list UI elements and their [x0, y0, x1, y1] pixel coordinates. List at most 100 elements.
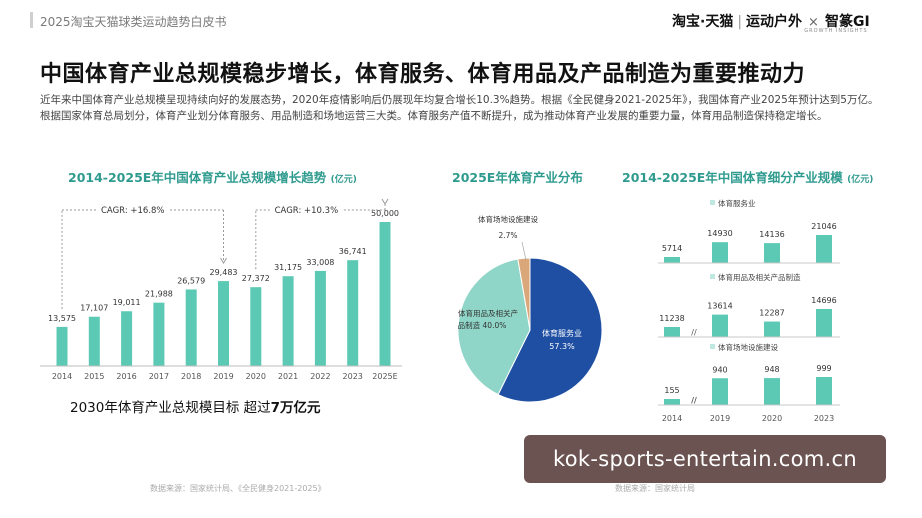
seg-bar-1-2023 [816, 309, 832, 337]
seg-bar-2-2019 [712, 378, 728, 405]
industry-scale-bar-chart: 13,575 2014 17,107 2015 19,011 2016 21,988 2017… [40, 198, 402, 381]
pie-label-goods-1: 体育用品及相关产 [458, 308, 518, 318]
cagr-label-bg-0 [96, 202, 169, 216]
page-headline: 中国体育产业总规模稳步增长，体育服务、体育用品及产品制造为重要推动力 [40, 62, 806, 87]
x-tick-2014: 2014 [52, 372, 72, 381]
intro-paragraph: 近年来中国体育产业总规模呈现持续向好的发展态势，2020年疫情影响后仍展现年均复… [40, 94, 879, 122]
seg-x-tick-2020: 2020 [762, 414, 782, 423]
seg-x-tick-2023: 2023 [814, 414, 834, 423]
segment-scale-bar-chart: 体育服务业 5714 14930 14136 21046 体育用品及相关产品制造 11238… [658, 198, 840, 423]
seg-bar-0-2014 [664, 257, 680, 263]
cagr-label-1: CAGR: +10.3% [275, 206, 339, 216]
bar-2014 [56, 326, 68, 366]
x-tick-2022: 2022 [310, 372, 330, 381]
document-title: 2025淘宝天猫球类运动趋势白皮书 [40, 15, 227, 29]
value-label-2023: 36,741 [339, 247, 367, 256]
bar-2021 [282, 276, 294, 366]
pie-slice-2 [517, 257, 531, 331]
seg-value-1-2019: 13614 [707, 302, 732, 311]
seg-value-2-2019: 940 [712, 365, 727, 374]
pie-slice-0 [497, 257, 603, 403]
series-marker-2 [710, 344, 715, 349]
value-label-2022: 33,008 [306, 258, 334, 267]
seg-value-2-2023: 999 [816, 364, 831, 373]
bar-2018 [185, 289, 197, 366]
seg-value-0-2023: 21046 [811, 222, 836, 231]
value-label-2021: 31,175 [274, 263, 302, 272]
value-label-2016: 19,011 [113, 298, 141, 307]
seg-bar-1-2020 [764, 321, 780, 337]
axis-break-bottom: // [691, 396, 697, 405]
bar-2016 [121, 311, 133, 366]
axis-break-2: // [691, 396, 697, 405]
pie-value-service: 57.3% [549, 342, 575, 351]
pie-label-service: 体育服务业 [542, 328, 582, 338]
series-name-2: 体育场地设施建设 [718, 342, 778, 352]
watermark-banner: kok-sports-entertain.com.cn [524, 435, 886, 483]
partner-logo-sub: GROWTH INSIGHTS [804, 28, 868, 34]
bar-2020 [250, 287, 262, 366]
seg-bar-2-2014 [664, 399, 680, 405]
cagr-label-bg-1 [270, 202, 343, 216]
bar-2019 [218, 281, 229, 366]
seg-bar-2-2020 [764, 378, 780, 405]
seg-bar-2-2023 [816, 377, 832, 405]
pie-label-goods-2: 品制造 40.0% [458, 320, 507, 330]
value-label-2014: 13,575 [48, 314, 76, 323]
left-source-note: 数据来源：国家统计局、《全民健身2021-2025》 [150, 484, 326, 493]
value-label-2018: 26,579 [177, 276, 205, 285]
seg-value-0-2014: 5714 [662, 244, 682, 253]
cagr-arrow-0 [220, 257, 227, 265]
pie-leader-facility [521, 241, 527, 261]
brand-sub: 运动户外 [746, 14, 803, 30]
series-name-0: 体育服务业 [718, 198, 756, 208]
pie-slice-1 [457, 258, 531, 396]
x-tick-2019: 2019 [213, 372, 233, 381]
seg-x-tick-2014: 2014 [662, 414, 682, 423]
title-accent-bar [30, 12, 33, 28]
bar-2025E [379, 222, 391, 366]
value-label-2015: 17,107 [80, 304, 108, 313]
seg-bar-0-2020 [764, 243, 780, 263]
bar-2023 [347, 260, 359, 366]
seg-value-1-2020: 12287 [759, 309, 784, 318]
value-label-2019: 29,483 [210, 268, 238, 277]
x-tick-2021: 2021 [278, 372, 298, 381]
seg-x-tick-2019: 2019 [710, 414, 730, 423]
value-label-2017: 21,988 [145, 290, 173, 299]
x-tick-2023: 2023 [343, 372, 363, 381]
x-tick-2020: 2020 [246, 372, 266, 381]
pie-label-facility: 体育场地设施建设 [478, 214, 538, 224]
brand-cross: × [808, 15, 819, 30]
seg-value-2-2020: 948 [764, 365, 779, 374]
x-tick-2025E: 2025E [372, 372, 397, 381]
x-tick-2018: 2018 [181, 372, 201, 381]
bar-2017 [153, 302, 165, 366]
series-marker-0 [710, 200, 715, 205]
series-marker-1 [710, 274, 715, 279]
pie-value-facility: 2.7% [498, 231, 517, 240]
cagr-arrow-1 [381, 198, 389, 205]
x-tick-2016: 2016 [116, 372, 136, 381]
value-label-2020: 27,372 [242, 274, 270, 283]
left-chart-title: 2014-2025E年中国体育产业总规模增长趋势 (亿元) [68, 170, 357, 185]
right-source-note: 数据来源：国家统计局 [615, 484, 695, 493]
x-tick-2015: 2015 [84, 372, 104, 381]
brand-logos: 淘宝·天猫 | 运动户外 × 智篆GI GROWTH INSIGHTS [672, 14, 870, 34]
bar-2022 [314, 270, 326, 366]
seg-value-1-2023: 14696 [811, 296, 836, 305]
x-tick-2017: 2017 [149, 372, 169, 381]
seg-value-1-2014: 11238 [659, 314, 684, 323]
target-statement: 2030年体育产业总规模目标 超过7万亿元 [70, 400, 321, 416]
series-name-1: 体育用品及相关产品制造 [718, 272, 801, 282]
bar-2015 [88, 316, 100, 366]
pie-chart-title: 2025E年体育产业分布 [452, 170, 583, 185]
brand-main: 淘宝·天猫 [672, 14, 734, 30]
seg-bar-1-2019 [712, 314, 728, 337]
cagr-label-0: CAGR: +16.8% [101, 206, 165, 216]
seg-value-0-2020: 14136 [759, 230, 784, 239]
seg-bar-0-2023 [816, 235, 832, 263]
right-chart-title: 2014-2025E年中国体育细分产业规模 (亿元) [622, 170, 874, 185]
seg-bar-1-2014 [664, 327, 680, 337]
seg-value-0-2019: 14930 [707, 229, 732, 238]
